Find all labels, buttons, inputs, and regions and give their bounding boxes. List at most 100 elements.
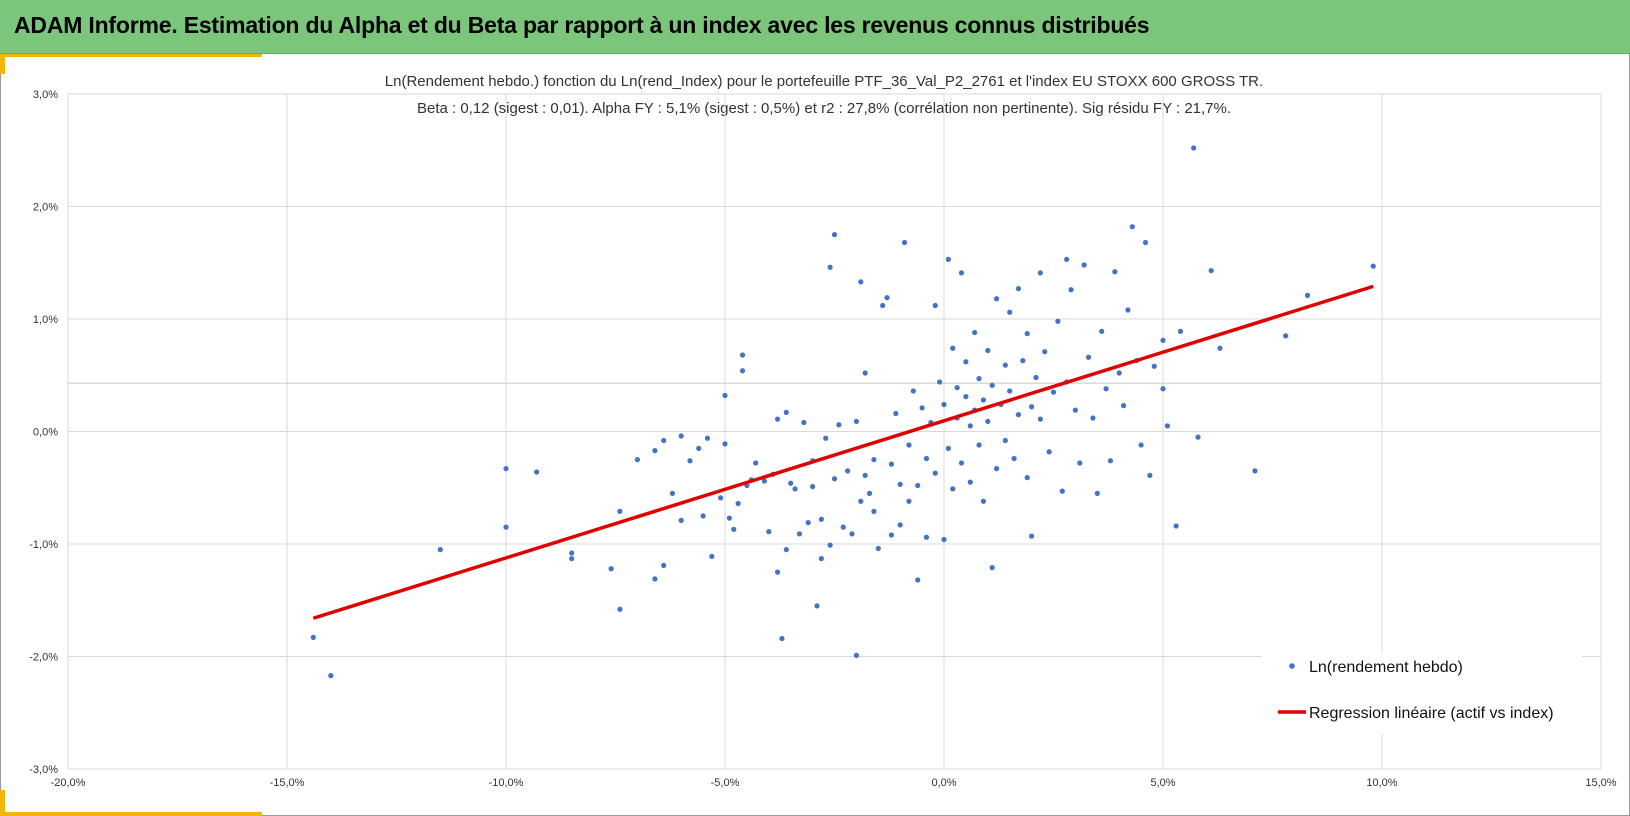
data-point <box>1002 362 1008 368</box>
data-point <box>858 279 864 285</box>
data-point <box>1015 286 1022 292</box>
data-point <box>1151 363 1157 369</box>
data-point <box>709 553 715 559</box>
data-point <box>1024 475 1030 481</box>
data-point <box>1046 449 1052 455</box>
x-tick-label: -5,0% <box>711 777 740 789</box>
data-point <box>1015 412 1022 418</box>
data-point <box>888 532 895 538</box>
data-point <box>840 524 846 530</box>
y-tick-label: 0,0% <box>33 427 58 439</box>
data-point <box>1164 423 1170 429</box>
regression-line <box>312 284 1374 620</box>
chart-subtitle: Beta : 0,12 (sigest : 0,01). Alpha FY : … <box>417 100 1231 117</box>
data-point <box>932 302 938 309</box>
y-tick-label: 2,0% <box>33 202 58 214</box>
data-point <box>617 508 623 514</box>
data-point <box>779 635 785 642</box>
data-point <box>608 566 614 572</box>
data-point <box>906 442 912 448</box>
data-point <box>862 472 868 478</box>
data-point <box>972 329 978 336</box>
data-point <box>735 500 741 507</box>
data-point <box>831 232 838 238</box>
data-point <box>871 457 877 463</box>
data-point <box>976 442 982 448</box>
data-point <box>1370 263 1376 269</box>
data-point <box>1142 239 1149 246</box>
data-point <box>652 576 658 582</box>
data-point <box>1195 434 1201 440</box>
accent-bar-top-left <box>0 54 5 74</box>
data-point <box>880 302 886 309</box>
data-point <box>678 433 684 439</box>
data-point <box>888 461 895 467</box>
data-point <box>1064 256 1070 262</box>
data-point <box>1103 386 1109 392</box>
data-point <box>884 295 890 301</box>
data-point <box>687 458 693 464</box>
data-point <box>783 547 789 553</box>
chart-title: Ln(Rendement hebdo.) fonction du Ln(rend… <box>385 73 1263 90</box>
data-point <box>1002 437 1008 444</box>
data-point <box>1068 287 1074 293</box>
data-point <box>836 422 842 428</box>
data-point <box>1129 224 1135 230</box>
data-point <box>678 517 684 523</box>
data-point <box>1037 416 1043 422</box>
data-point <box>941 536 947 543</box>
data-point <box>915 577 921 583</box>
data-point <box>814 603 820 609</box>
x-tick-label: -20,0% <box>51 777 86 789</box>
data-point <box>766 529 772 535</box>
data-point <box>823 435 829 441</box>
data-point <box>1072 407 1078 413</box>
data-point <box>805 520 811 526</box>
accent-bar-top <box>0 54 262 57</box>
data-point <box>1217 345 1223 351</box>
data-point <box>1120 403 1127 409</box>
y-tick-label: -3,0% <box>29 764 58 776</box>
grid <box>67 93 1602 770</box>
data-point <box>941 401 947 408</box>
data-point <box>1208 268 1214 274</box>
legend-marker-scatter <box>1289 663 1295 669</box>
data-point <box>1007 309 1013 315</box>
data-point <box>700 513 706 519</box>
data-point <box>1107 458 1114 464</box>
data-point <box>696 445 702 451</box>
data-point <box>1029 404 1035 410</box>
data-point <box>1055 318 1061 324</box>
data-point <box>980 498 987 504</box>
y-tick-label: 3,0% <box>33 89 58 101</box>
data-point <box>945 256 951 262</box>
data-point <box>958 460 965 466</box>
data-point <box>919 405 925 411</box>
data-point <box>831 476 838 482</box>
data-point <box>1160 337 1166 343</box>
data-point <box>853 652 860 658</box>
data-point <box>871 508 877 514</box>
data-point <box>950 345 956 351</box>
data-point <box>993 296 1000 302</box>
data-point <box>661 562 667 568</box>
x-tick-label: 10,0% <box>1366 777 1397 789</box>
data-point <box>937 379 943 385</box>
data-point <box>954 385 960 391</box>
data-point <box>980 397 987 403</box>
data-point <box>617 606 623 612</box>
data-point <box>945 445 951 451</box>
data-point <box>1116 370 1122 376</box>
data-point <box>722 392 728 399</box>
data-point <box>915 482 921 489</box>
data-point <box>534 469 540 475</box>
data-point <box>866 490 873 496</box>
data-point <box>801 419 807 426</box>
data-point <box>818 556 824 562</box>
data-point <box>853 418 860 424</box>
data-point <box>796 531 803 537</box>
data-point <box>827 542 833 548</box>
data-point <box>753 460 759 466</box>
data-point <box>989 382 995 388</box>
